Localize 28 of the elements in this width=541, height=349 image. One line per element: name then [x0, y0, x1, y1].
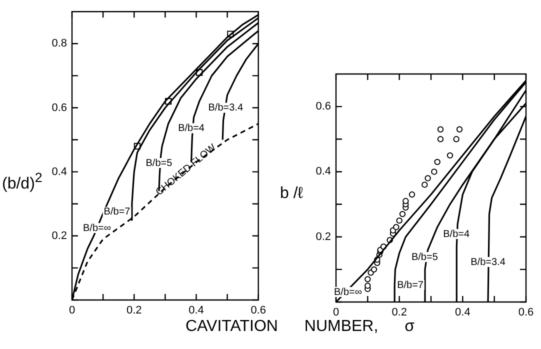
- x-tick-label: 0.6: [518, 306, 534, 319]
- y-tick-label: 0.4: [52, 166, 67, 178]
- x-tick-label: 0: [332, 306, 340, 319]
- x-axis-title: CAVITATION NUMBER, σ: [184, 318, 416, 336]
- y-tick-label: 0.2: [316, 230, 331, 243]
- series-label: B/b=∞: [83, 222, 111, 234]
- x-tick-label: 0.4: [188, 304, 204, 317]
- y-tick-label: 0.2: [52, 230, 67, 242]
- y-axis-title: b /ℓ: [280, 185, 303, 203]
- series-label: B/b=5: [146, 158, 173, 169]
- x-tick-label: 0.2: [392, 306, 407, 319]
- y-tick-label: 0.8: [52, 38, 67, 50]
- x-tick-label: 0.6: [250, 304, 266, 317]
- y-tick-label: 0.4: [316, 166, 331, 178]
- x-tick-label: 0: [68, 304, 76, 317]
- x-tick-label: 0.2: [126, 304, 142, 317]
- series-label: B/b=∞: [334, 286, 362, 298]
- series-label: B/b=7: [397, 280, 424, 291]
- y-tick-label: 0.6: [52, 102, 67, 114]
- series-label: B/b=4: [178, 122, 205, 134]
- series-label: B/b=5: [411, 252, 438, 263]
- y-tick-label: 0.6: [316, 100, 331, 113]
- series-label: B/b=3.4: [208, 102, 244, 114]
- y-axis-title: (b/d)$^{2}$: [2, 170, 42, 194]
- series-label: B/b=4: [443, 228, 470, 240]
- x-tick-label: 0.4: [455, 306, 470, 319]
- series-label: B/b=3.4: [470, 256, 506, 268]
- series-label: B/b=7: [104, 206, 131, 218]
